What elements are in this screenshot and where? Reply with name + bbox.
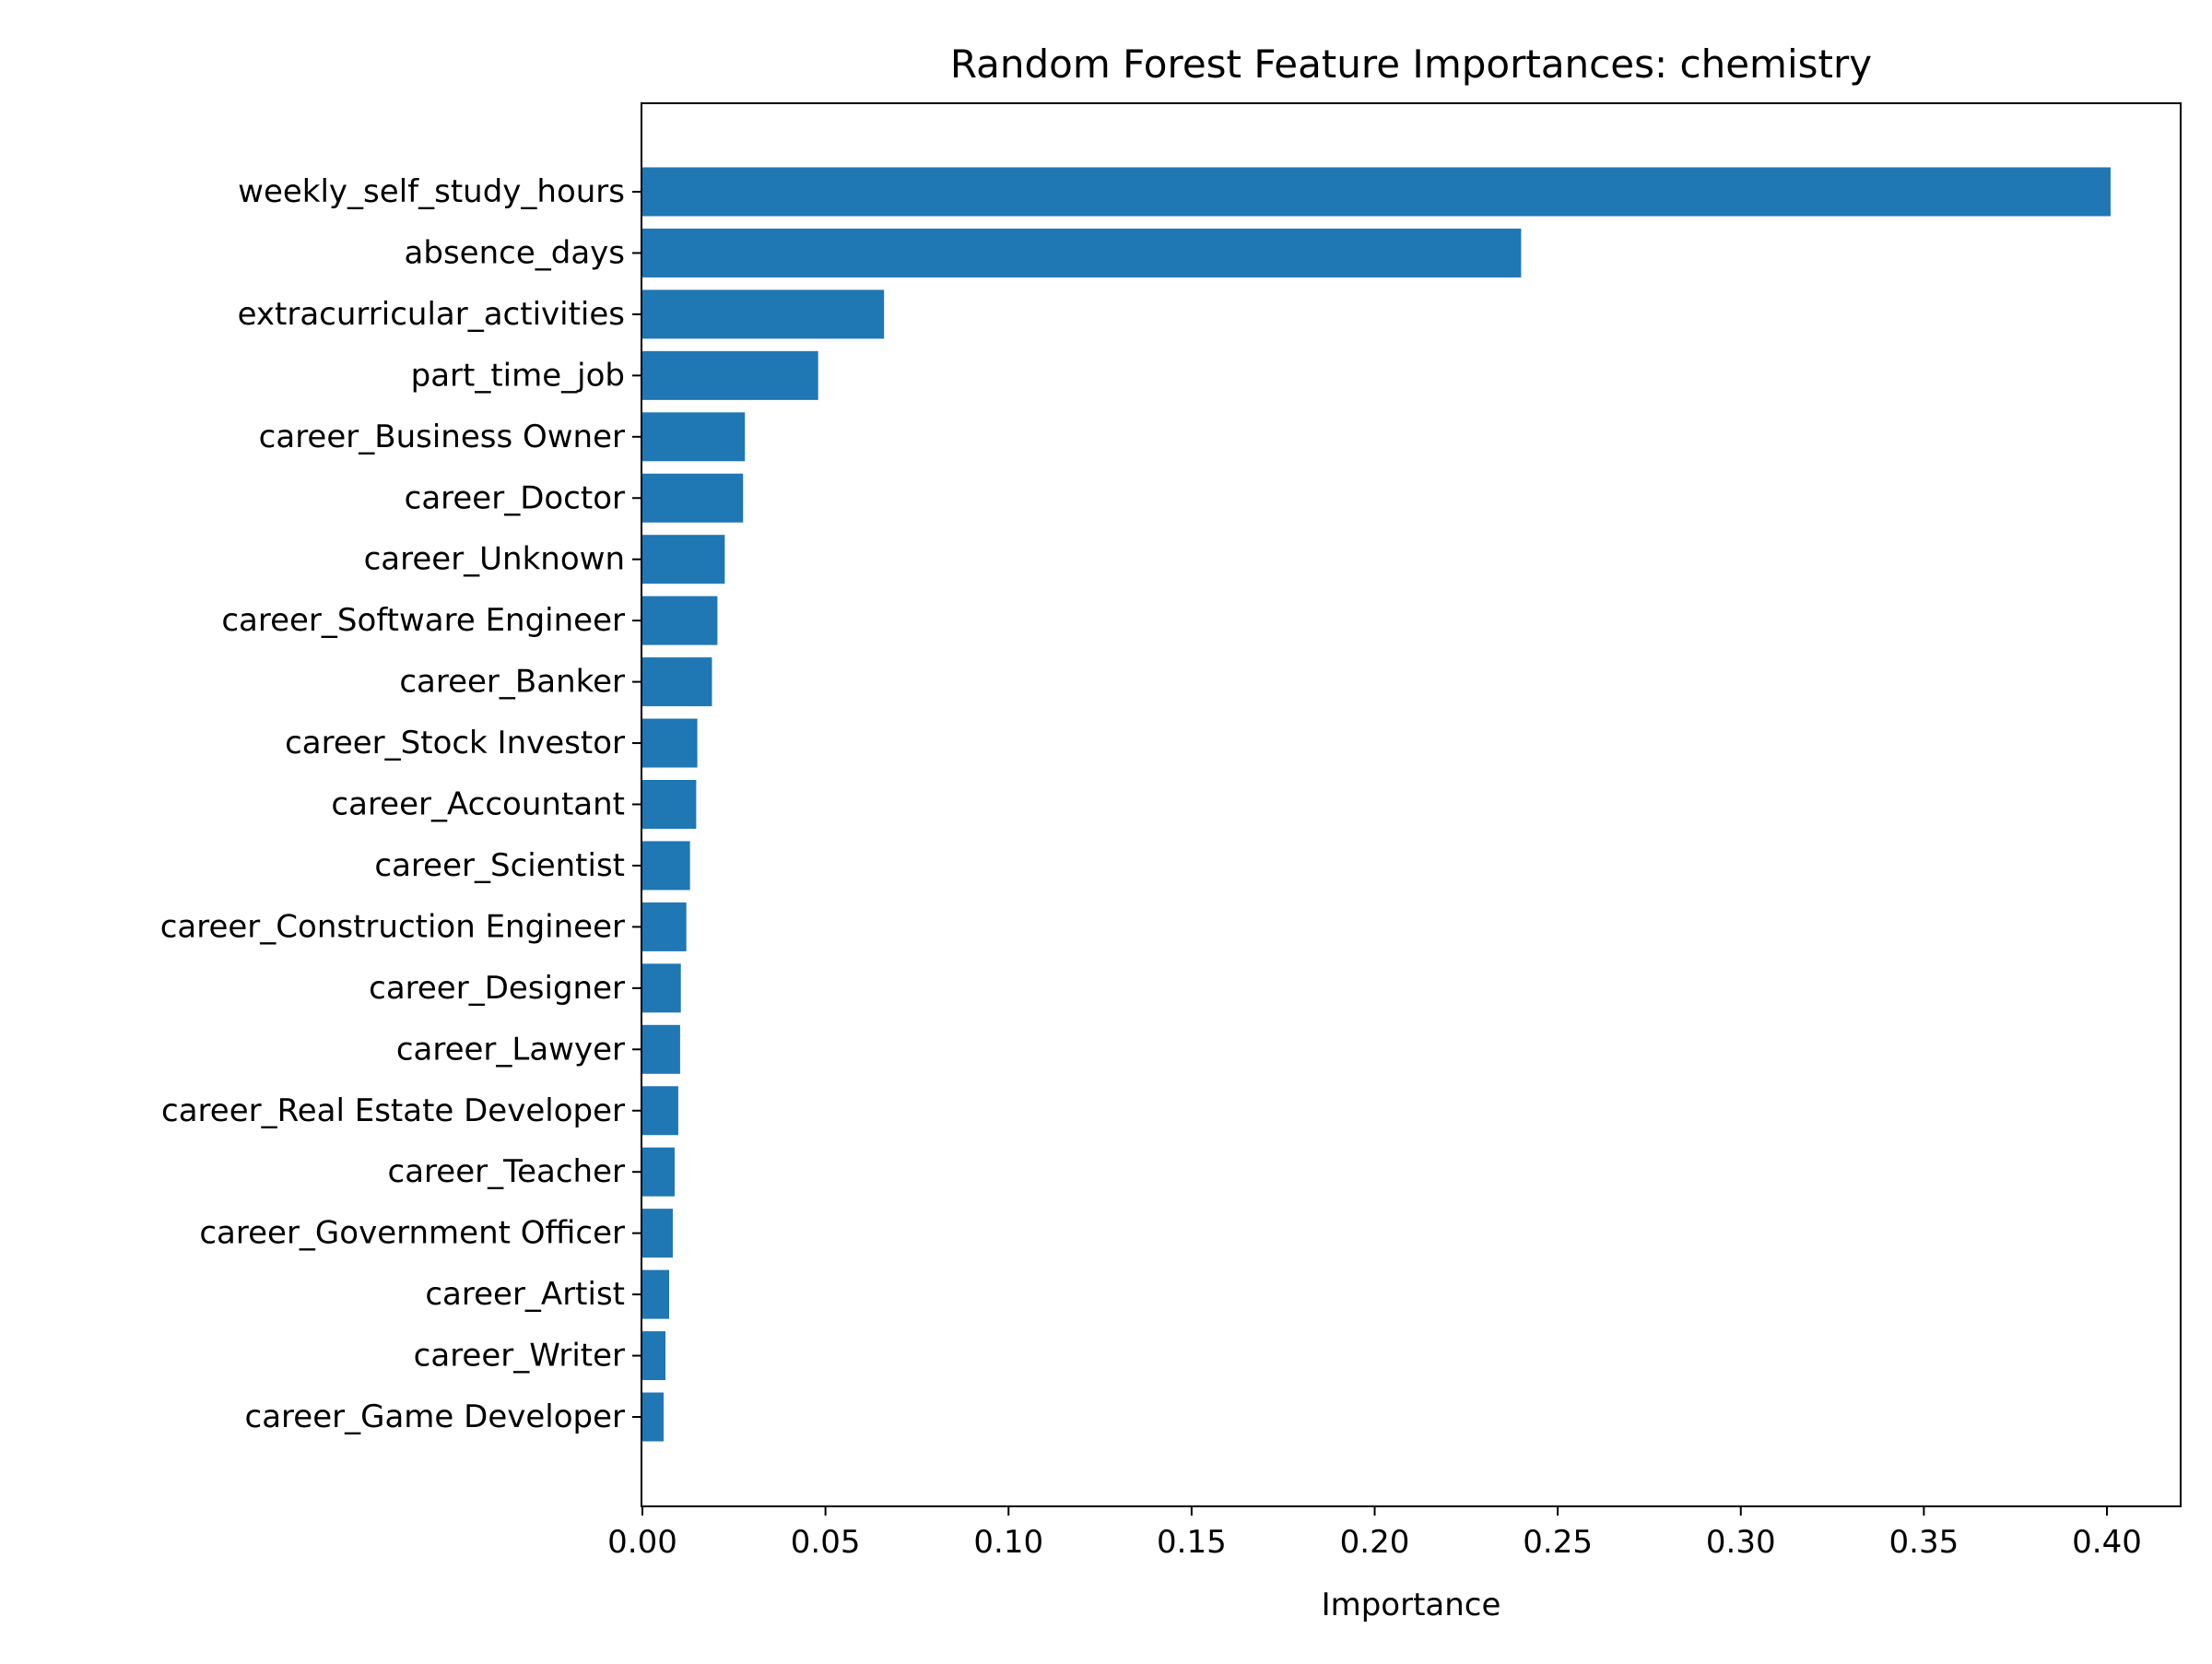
bar-19 [642,1331,666,1381]
x-tick-label-7: 0.35 [1889,1524,1959,1561]
x-tick-label-8: 0.40 [2072,1524,2142,1561]
bar-13 [642,963,681,1013]
bar-5 [642,473,744,523]
x-tick-label-6: 0.30 [1706,1524,1776,1561]
y-tick-label-2: extracurricular_activities [238,296,625,333]
y-tick-label-6: career_Unknown [364,541,625,578]
y-tick-label-9: career_Stock Investor [285,725,625,761]
bar-18 [642,1269,669,1319]
y-tick-label-5: career_Doctor [405,479,625,516]
y-tick-label-3: part_time_job [411,357,625,394]
bar-12 [642,902,687,951]
bar-17 [642,1209,673,1258]
bar-10 [642,780,697,829]
bar-2 [642,289,885,339]
x-tick-label-0: 0.00 [607,1524,677,1561]
bar-9 [642,718,698,768]
x-tick-label-5: 0.25 [1523,1524,1593,1561]
y-tick-label-20: career_Game Developer [245,1398,625,1435]
y-tick-label-0: weekly_self_study_hours [238,173,625,210]
bar-15 [642,1086,678,1136]
x-tick-label-4: 0.20 [1340,1524,1410,1561]
y-tick-label-8: career_Banker [399,664,625,701]
y-tick-label-15: career_Real Estate Developer [161,1092,625,1129]
bar-0 [642,167,2111,217]
bar-6 [642,535,725,584]
y-tick-label-16: career_Teacher [388,1153,625,1190]
y-tick-label-13: career_Designer [369,970,625,1007]
x-axis: 0.00 0.05 0.10 0.15 0.20 0.25 0.30 0.35 0.40 [607,1506,2142,1561]
bar-1 [642,228,1522,277]
y-tick-label-4: career_Business Owner [259,419,625,455]
y-axis: weekly_self_study_hours absence_daysextra… [160,173,641,1435]
plot-frame [641,102,2182,1507]
x-tick-label-2: 0.10 [973,1524,1043,1561]
chart-title: Random Forest Feature Importances: chemi… [950,41,1872,87]
bar-3 [642,350,818,400]
bar-20 [642,1392,665,1442]
bar-16 [642,1147,675,1197]
y-tick-label-7: career_Software Engineer [221,602,625,639]
bar-14 [642,1024,680,1074]
y-tick-label-11: career_Scientist [374,847,625,884]
x-tick-label-1: 0.05 [791,1524,861,1561]
x-axis-label: Importance [1322,1587,1501,1623]
bar-11 [642,841,690,891]
y-tick-label-1: absence_days [405,234,625,271]
x-tick-label-3: 0.15 [1157,1524,1227,1561]
bar-4 [642,412,746,462]
y-tick-label-12: career_Construction Engineer [160,908,625,945]
bar-7 [642,596,718,645]
y-tick-label-19: career_Writer [414,1338,625,1375]
bars-layer [642,167,2111,1442]
y-tick-label-18: career_Artist [425,1276,625,1313]
y-tick-label-17: career_Government Officer [199,1215,625,1252]
y-tick-label-10: career_Accountant [331,786,625,823]
bar-8 [642,657,712,707]
y-tick-label-14: career_Lawyer [396,1031,625,1068]
